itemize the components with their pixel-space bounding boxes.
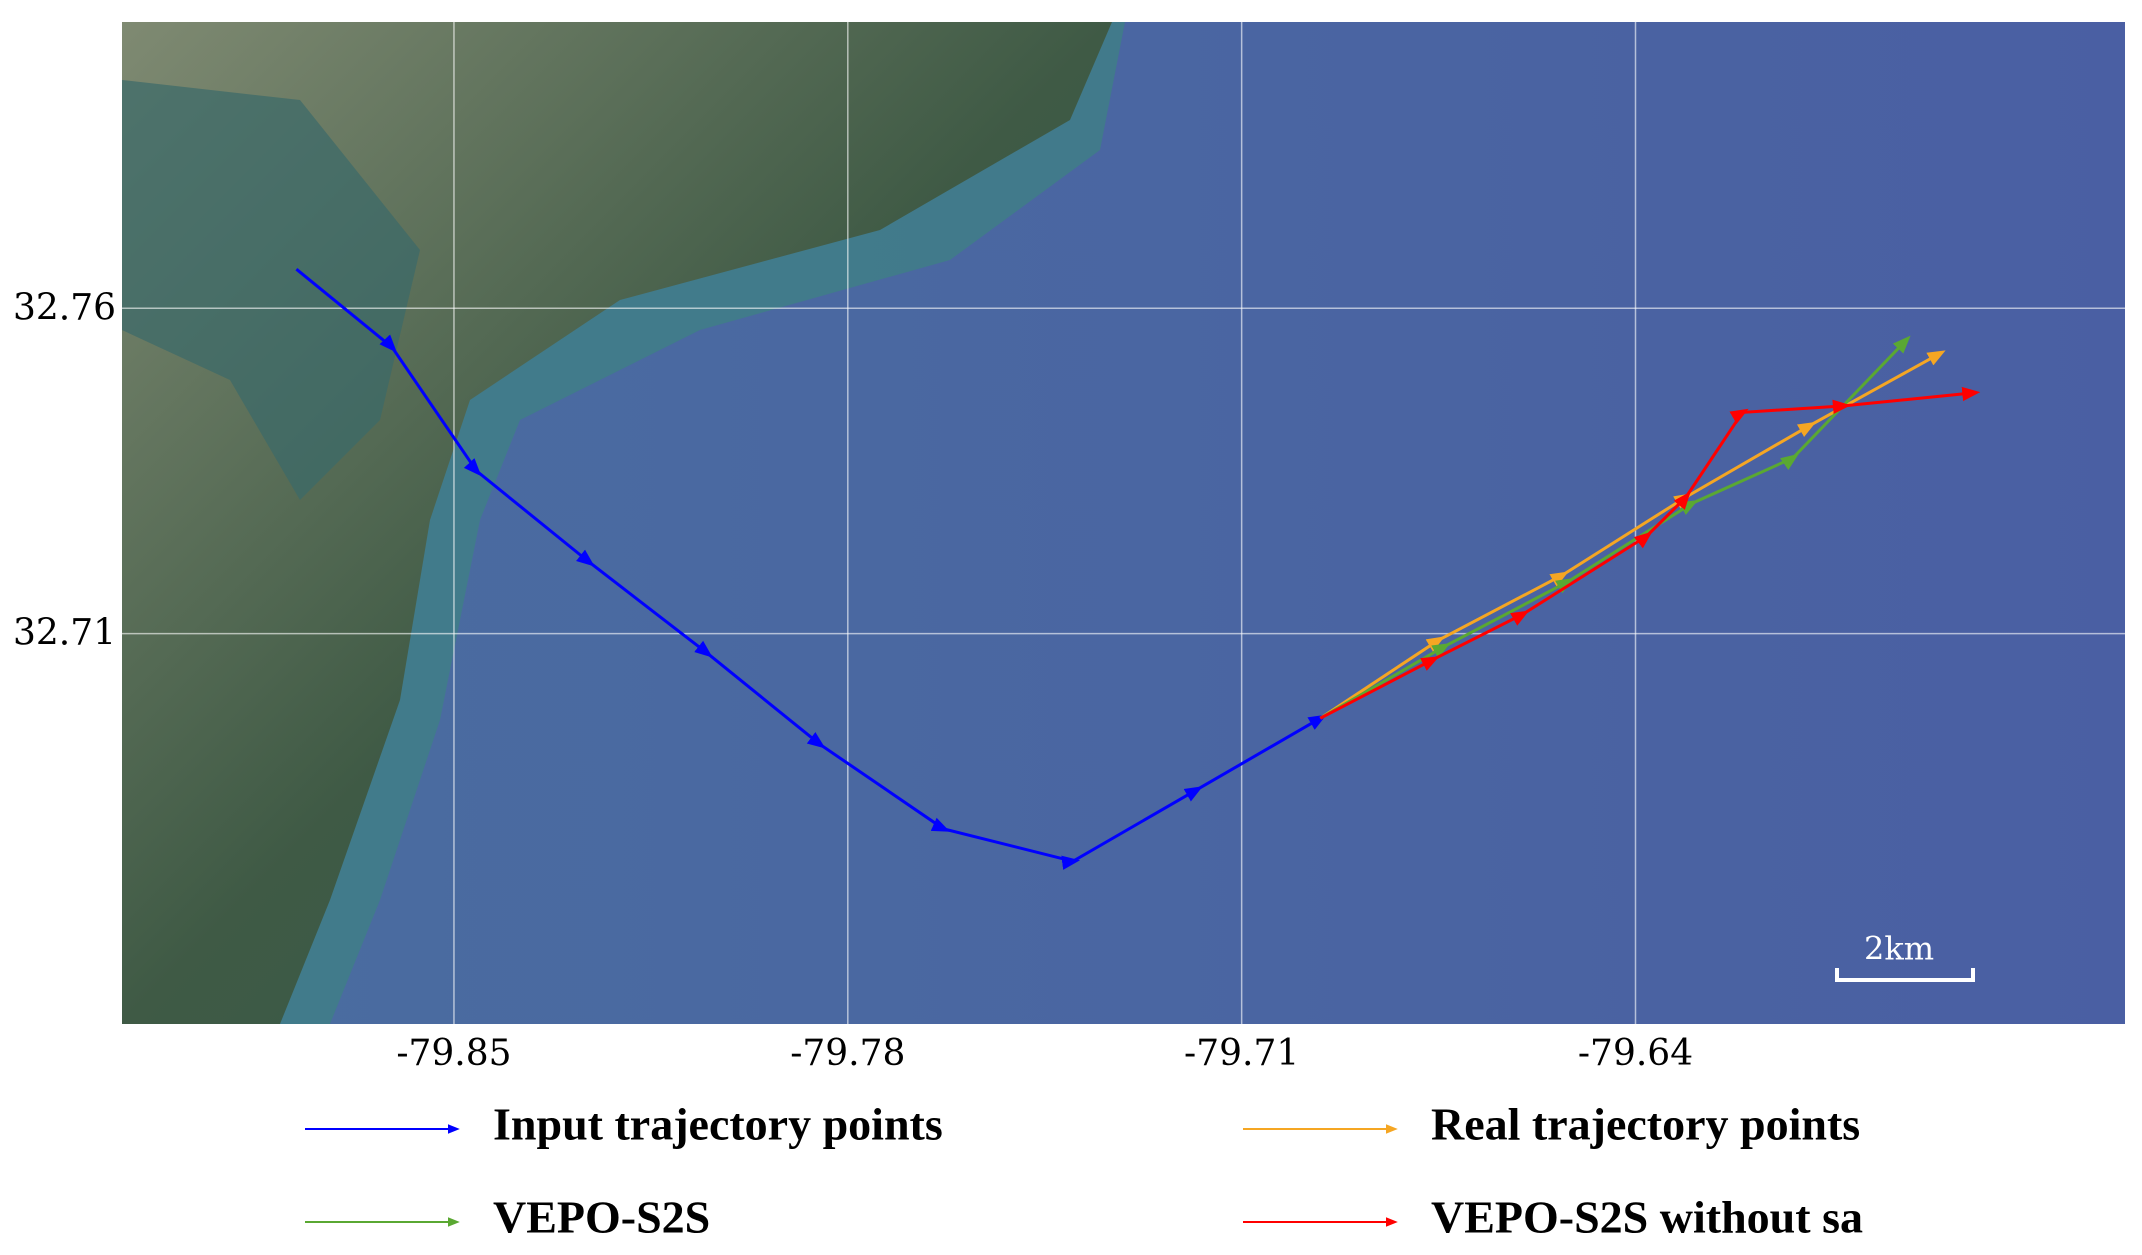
x-tick-label: -79.78 — [790, 1033, 905, 1074]
legend-label: VEPO-S2S without sa — [1431, 1192, 1863, 1243]
plot — [122, 22, 2125, 1024]
y-tick-label: 32.71 — [13, 613, 116, 654]
x-tick-label: -79.71 — [1184, 1033, 1299, 1074]
x-tick-label: -79.85 — [396, 1033, 511, 1074]
y-tick-label: 32.76 — [13, 287, 116, 328]
scale-label: 2km — [1864, 930, 1934, 968]
legend-label: VEPO-S2S — [493, 1192, 710, 1243]
legend-label: Real trajectory points — [1431, 1099, 1860, 1150]
legend-label: Input trajectory points — [493, 1099, 943, 1150]
estuary — [122, 80, 420, 500]
trajectory — [295, 268, 1327, 870]
trajectory — [1319, 386, 1981, 720]
scale-bar — [1835, 968, 1975, 982]
x-tick-label: -79.64 — [1578, 1033, 1693, 1074]
